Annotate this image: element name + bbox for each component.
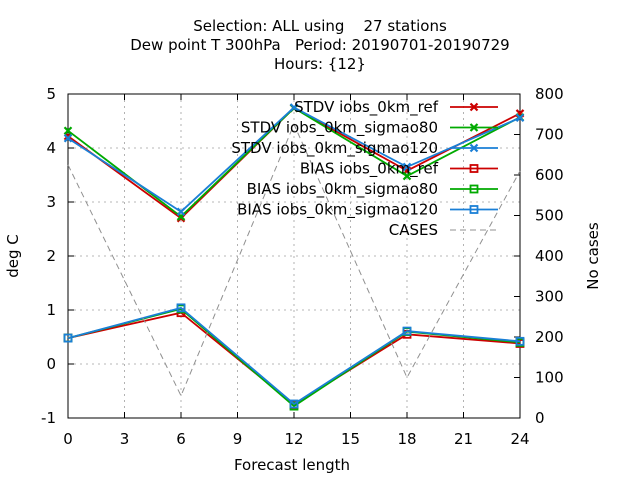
- legend-marker: [469, 184, 479, 194]
- x-tick-label: 0: [63, 430, 73, 448]
- data-point: [176, 207, 186, 216]
- legend-marker: [469, 164, 479, 173]
- data-point: [515, 336, 525, 346]
- legend-marker: [469, 143, 479, 153]
- legend-marker: [469, 123, 479, 132]
- y-tick-label: 1: [46, 301, 56, 319]
- y-tick-label: 0: [46, 355, 56, 373]
- x-axis-label: Forecast length: [234, 456, 350, 474]
- legend-entry: CASES: [389, 221, 498, 239]
- legend-entry: STDV iobs_0km_sigmao80: [241, 119, 498, 138]
- data-point: [289, 399, 299, 409]
- y-axis-label: deg C: [4, 234, 22, 278]
- data-point: [63, 126, 73, 135]
- data-point: [402, 171, 412, 181]
- y2-tick-label: 400: [535, 247, 564, 265]
- legend-label: CASES: [389, 221, 438, 239]
- legend-layer: STDV iobs_0km_ref STDV iobs_0km_sigmao80S…: [231, 98, 498, 239]
- y-tick-label: 2: [46, 247, 56, 265]
- legend-label: STDV iobs_0km_sigmao80: [241, 119, 438, 138]
- y2-axis-label: No cases: [584, 222, 602, 290]
- chart-title-line-3: Hours: {12}: [274, 55, 366, 73]
- chart-title-line-2: Dew point T 300hPa Period: 20190701-2019…: [130, 36, 510, 54]
- y2-tick-label: 200: [535, 328, 564, 346]
- tick-layer: 0 3 6 9 12 15 18 21 24-1012345010020030040050060…: [41, 85, 564, 448]
- series-7: [67, 123, 521, 397]
- chart-title-line-1: Selection: ALL using 27 stations: [193, 17, 447, 35]
- legend-label: STDV iobs_0km_sigmao120: [231, 139, 438, 158]
- x-tick-label: 6: [176, 430, 186, 448]
- legend-entry: BIAS iobs_0km_sigmao120: [237, 201, 498, 220]
- data-point: [402, 326, 412, 336]
- y2-tick-label: 800: [535, 85, 564, 103]
- x-tick-label: 9: [233, 430, 243, 448]
- y2-tick-label: 300: [535, 288, 564, 306]
- y-tick-label: 4: [46, 139, 56, 157]
- data-point: [176, 303, 186, 313]
- data-point: [63, 333, 73, 343]
- data-point: [63, 134, 73, 143]
- series-3: [63, 103, 525, 216]
- y2-tick-label: 100: [535, 369, 564, 387]
- y2-tick-label: 0: [535, 409, 545, 427]
- legend-entry: BIAS iobs_0km_ref: [300, 160, 498, 179]
- data-point: [515, 113, 525, 123]
- series-layer: [63, 103, 525, 411]
- x-tick-label: 12: [284, 430, 303, 448]
- legend-label: STDV iobs_0km_ref: [294, 98, 439, 117]
- series-line: [67, 123, 521, 397]
- legend-marker: [469, 102, 479, 112]
- y-tick-label: 5: [46, 85, 56, 103]
- x-tick-label: 24: [510, 430, 529, 448]
- y-tick-label: -1: [41, 409, 56, 427]
- legend-entry: BIAS iobs_0km_sigmao80: [247, 180, 498, 199]
- legend-marker: [469, 205, 479, 214]
- data-point: [289, 103, 299, 112]
- x-tick-label: 3: [120, 430, 130, 448]
- legend-entry: STDV iobs_0km_sigmao120: [231, 139, 498, 158]
- legend-label: BIAS iobs_0km_ref: [300, 160, 439, 179]
- legend-label: BIAS iobs_0km_sigmao120: [237, 201, 438, 220]
- y2-tick-label: 600: [535, 166, 564, 184]
- y2-tick-label: 500: [535, 207, 564, 225]
- data-point: [402, 162, 412, 172]
- x-tick-label: 15: [341, 430, 360, 448]
- y-tick-label: 3: [46, 193, 56, 211]
- x-tick-label: 21: [454, 430, 473, 448]
- legend-label: BIAS iobs_0km_sigmao80: [247, 180, 438, 199]
- x-tick-label: 18: [397, 430, 416, 448]
- y2-tick-label: 700: [535, 126, 564, 144]
- series-6: [63, 303, 525, 409]
- legend-entry: STDV iobs_0km_ref: [294, 98, 498, 117]
